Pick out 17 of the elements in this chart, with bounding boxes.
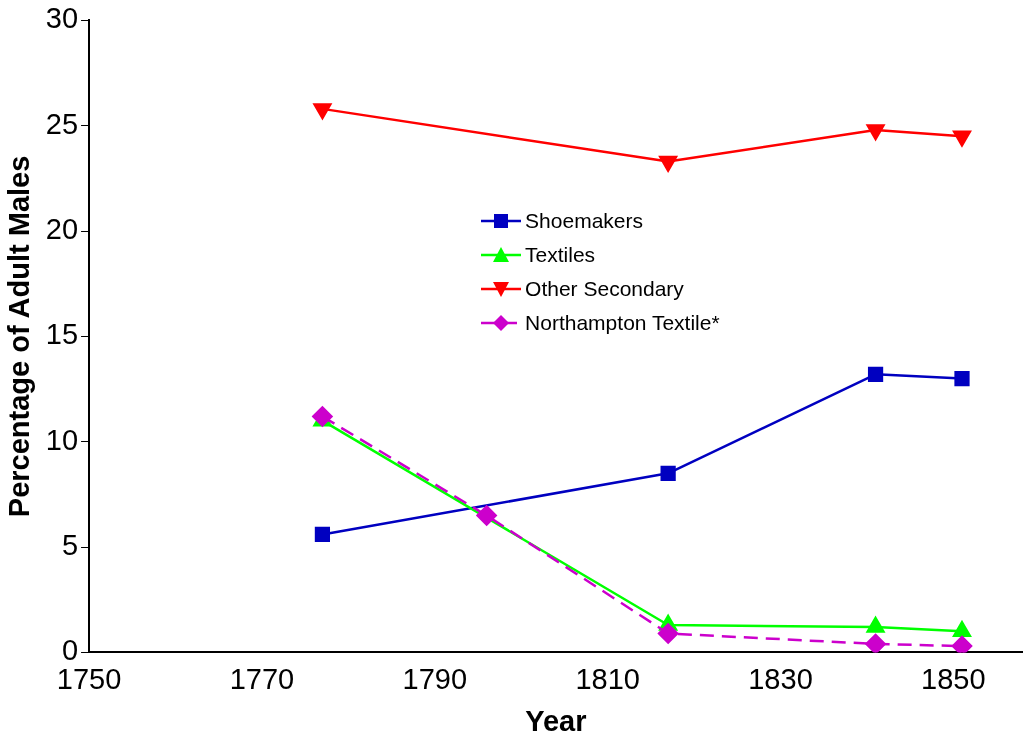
y-tick-label: 5 — [61, 529, 79, 562]
legend-label: Northampton Textile* — [525, 309, 720, 336]
y-tick-label: 30 — [45, 2, 79, 35]
y-tick-label: 20 — [45, 213, 79, 246]
y-tick-label: 10 — [45, 423, 79, 456]
x-tick-label: 1830 — [748, 662, 813, 695]
legend-label: Shoemakers — [525, 207, 643, 234]
x-tick-label: 1790 — [402, 662, 468, 695]
legend-label: Textiles — [525, 241, 596, 268]
x-tick-label: 1850 — [921, 662, 986, 695]
y-axis-title: Percentage of Adult Males — [3, 155, 36, 518]
x-tick-label: 1770 — [229, 662, 295, 695]
x-tick-label: 1810 — [575, 662, 640, 695]
legend-label: Other Secondary — [525, 275, 684, 302]
y-tick-label: 25 — [45, 107, 79, 140]
x-axis-title: Year — [525, 704, 587, 737]
y-tick-label: 15 — [45, 318, 79, 351]
